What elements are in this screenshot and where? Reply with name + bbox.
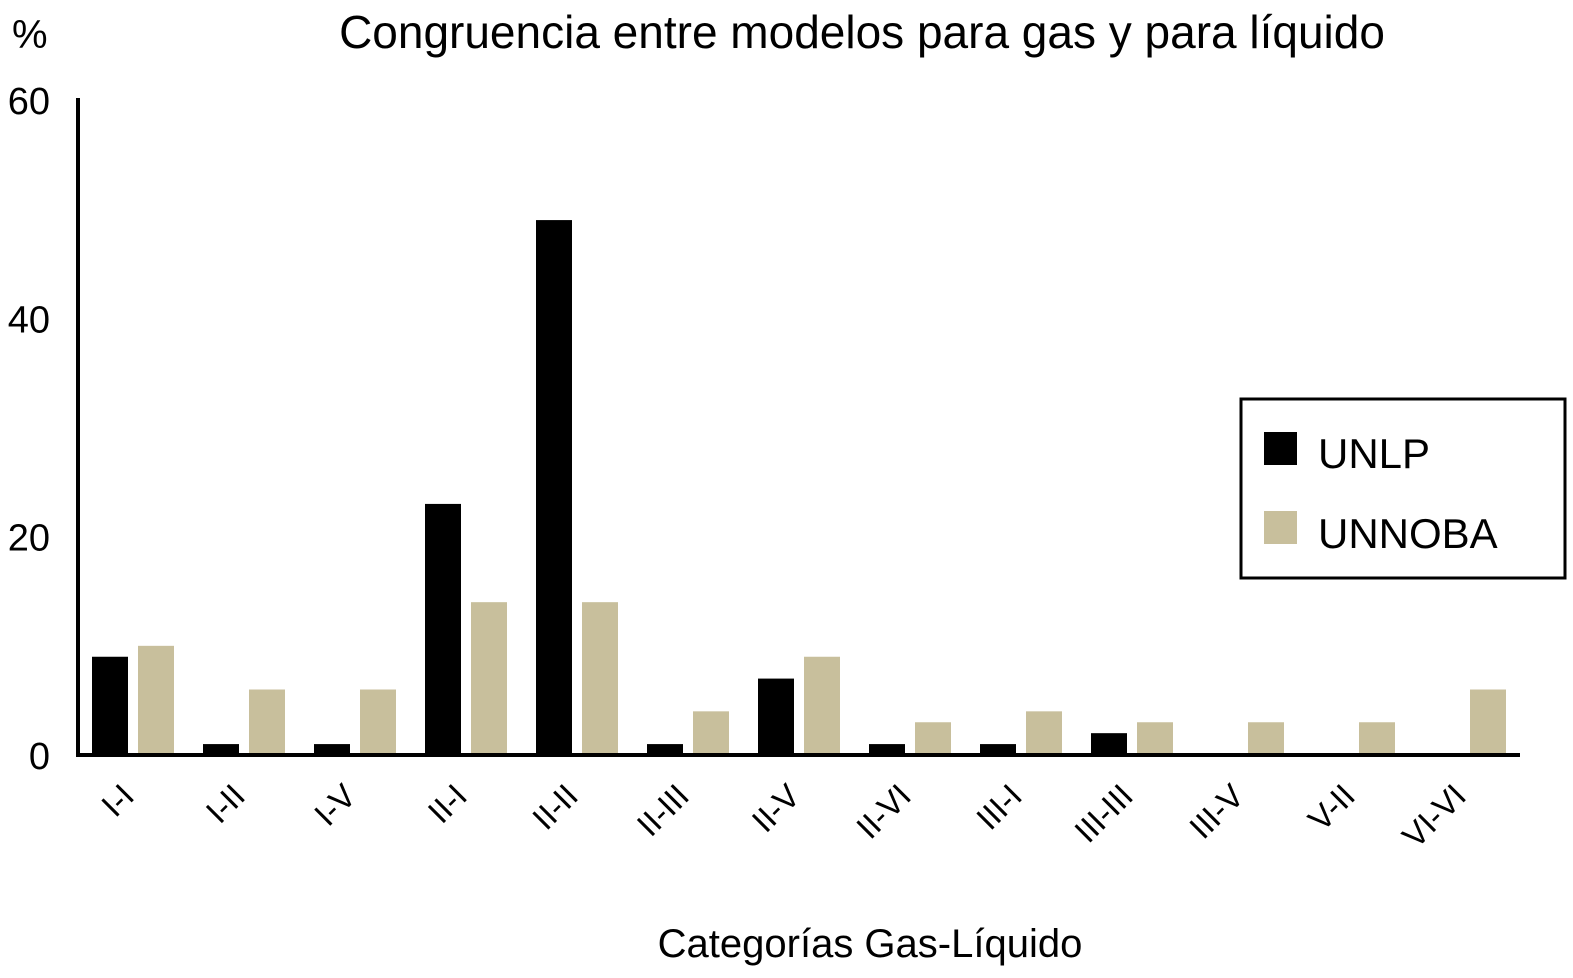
bar-unnoba-ii-ii xyxy=(582,602,618,755)
x-tick-label-vi-vi: VI-VI xyxy=(1395,777,1473,855)
x-axis-tick-labels: I-I I-II I-V II-I II-II II-III II-V II-VI III-I I… xyxy=(94,777,1473,855)
y-axis-ticks: 0 20 40 60 xyxy=(8,81,50,778)
bar-unnoba-v-ii xyxy=(1359,722,1395,755)
bar-unnoba-ii-i xyxy=(471,602,507,755)
x-tick-label-ii-i: II-I xyxy=(421,777,474,830)
x-tick-label-ii-iii: II-III xyxy=(630,777,696,843)
x-tick-label-iii-iii: III-III xyxy=(1067,777,1140,850)
x-tick-label-v-ii: V-II xyxy=(1301,777,1362,838)
bar-unlp-i-v xyxy=(314,744,350,755)
bar-unnoba-i-v xyxy=(360,689,396,755)
x-tick-label-i-v: I-V xyxy=(307,777,363,833)
chart-title: Congruencia entre modelos para gas y par… xyxy=(339,6,1385,58)
legend-swatch-unlp xyxy=(1264,432,1297,465)
legend: UNLP UNNOBA xyxy=(1239,397,1567,580)
x-tick-label-ii-v: II-V xyxy=(744,777,806,839)
legend-label-unlp: UNLP xyxy=(1318,430,1430,477)
x-tick-label-i-ii: I-II xyxy=(199,777,252,830)
bar-unlp-ii-i xyxy=(425,503,461,755)
legend-swatch-unnoba xyxy=(1264,511,1297,544)
bar-unlp-i-ii xyxy=(203,744,239,755)
y-tick-label: 40 xyxy=(8,299,50,341)
x-tick-label-iii-i: III-I xyxy=(969,777,1029,837)
x-axis-title: Categorías Gas-Líquido xyxy=(658,922,1083,966)
bar-unnoba-iii-iii xyxy=(1137,722,1173,755)
x-tick-label-ii-ii: II-II xyxy=(525,777,585,837)
bar-unnoba-ii-v xyxy=(804,656,840,755)
bar-unlp-ii-ii xyxy=(536,220,572,756)
bar-unnoba-ii-iii xyxy=(693,711,729,755)
bar-unlp-ii-v xyxy=(758,678,794,755)
legend-box xyxy=(1239,397,1567,580)
x-tick-label-ii-vi: II-VI xyxy=(849,777,918,846)
bar-unlp-iii-iii xyxy=(1091,733,1127,755)
bar-unlp-ii-vi xyxy=(869,744,905,755)
y-tick-label: 60 xyxy=(8,81,50,123)
y-axis-unit-label: % xyxy=(12,13,48,57)
y-tick-label: 0 xyxy=(29,736,50,778)
bar-unnoba-i-i xyxy=(138,645,174,755)
y-tick-label: 20 xyxy=(8,518,50,560)
bar-unlp-ii-iii xyxy=(647,744,683,755)
x-tick-label-iii-v: III-V xyxy=(1182,777,1251,846)
x-tick-label-i-i: I-I xyxy=(94,777,141,824)
bars xyxy=(92,220,1506,756)
bar-unnoba-iii-i xyxy=(1026,711,1062,755)
bar-unnoba-i-ii xyxy=(249,689,285,755)
bar-unlp-i-i xyxy=(92,656,128,755)
bar-unlp-iii-i xyxy=(980,744,1016,755)
bar-unnoba-vi-vi xyxy=(1470,689,1506,755)
bar-unnoba-iii-v xyxy=(1248,722,1284,755)
legend-label-unnoba: UNNOBA xyxy=(1318,510,1498,557)
bar-unnoba-ii-vi xyxy=(915,722,951,755)
